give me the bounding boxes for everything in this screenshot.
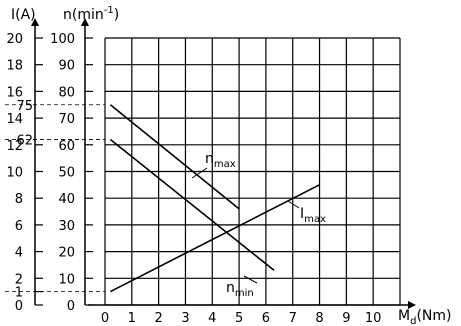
torque-tick-label: 6: [262, 311, 270, 326]
speed-tick-label: 30: [58, 219, 75, 234]
torque-tick-label: 3: [181, 311, 189, 326]
speed-tick-label: 80: [58, 85, 75, 100]
torque-tick-label: 10: [365, 311, 382, 326]
speed-tick-label: 0: [67, 299, 75, 314]
label-leader-n-max: [191, 167, 208, 179]
current-tick-label: 8: [15, 192, 23, 207]
speed-axis-label: n(min-1): [63, 5, 119, 23]
axes: 0 1 2 3 4 5 6 7 8 9 100124681012141618200102030405…: [5, 18, 416, 326]
current-tick-label: 6: [15, 219, 23, 234]
series-label-n-min: nmin: [226, 280, 254, 299]
speed-reference-label: 75: [16, 99, 33, 114]
speed-tick-label: 100: [50, 32, 75, 47]
current-axis-label: I(A): [11, 7, 36, 23]
speed-tick-label: 50: [58, 166, 75, 181]
torque-tick-label: 0: [101, 311, 109, 326]
torque-axis-label: Md(Nm): [398, 308, 452, 326]
torque-tick-label: 1: [128, 311, 136, 326]
current-tick-label: 14: [6, 112, 23, 127]
current-axis-arrow: [31, 18, 39, 26]
series-lines: [109, 104, 320, 293]
label-leader-i-max: [287, 200, 300, 209]
torque-tick-label: 7: [289, 311, 297, 326]
speed-reference-label: 62: [16, 133, 33, 148]
current-tick-label: 18: [6, 59, 23, 74]
torque-tick-label: 2: [154, 311, 162, 326]
torque-tick-label: 9: [342, 311, 350, 326]
current-tick-label: 12: [6, 139, 23, 154]
speed-axis-arrow: [81, 18, 89, 26]
series-line-n-min: [109, 138, 275, 271]
speed-tick-label: 90: [58, 59, 75, 74]
current-tick-label: 0: [15, 299, 23, 314]
series-label-n-max: nmax: [205, 151, 236, 170]
current-tick-label: 2: [15, 272, 23, 287]
current-tick-label: 1: [15, 286, 23, 301]
speed-tick-label: 20: [58, 246, 75, 261]
speed-tick-label: 70: [58, 112, 75, 127]
speed-tick-label: 10: [58, 272, 75, 287]
series-line-i-max: [110, 184, 320, 293]
torque-tick-label: 4: [208, 311, 216, 326]
torque-axis-arrow: [408, 301, 416, 309]
speed-tick-label: 40: [58, 192, 75, 207]
current-tick-label: 10: [6, 166, 23, 181]
label-leader-n-min: [243, 275, 258, 284]
current-tick-label: 20: [6, 32, 23, 47]
speed-tick-label: 60: [58, 139, 75, 154]
current-tick-label: 16: [6, 85, 23, 100]
torque-tick-label: 8: [315, 311, 323, 326]
current-tick-label: 4: [15, 246, 23, 261]
series-line-n-max: [109, 104, 240, 210]
torque-tick-label: 5: [235, 311, 243, 326]
series-label-i-max: Imax: [300, 206, 326, 225]
